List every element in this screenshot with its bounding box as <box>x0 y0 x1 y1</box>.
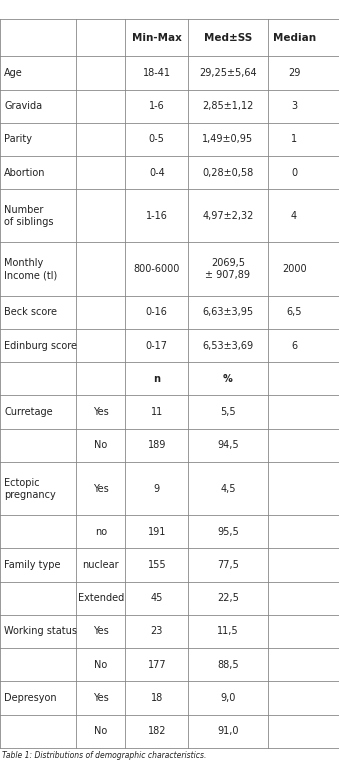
Text: 191: 191 <box>147 527 166 537</box>
Text: Yes: Yes <box>93 483 109 493</box>
Text: 0-16: 0-16 <box>146 308 168 318</box>
Text: Median: Median <box>273 33 316 42</box>
Text: 23: 23 <box>151 627 163 637</box>
Text: no: no <box>95 527 107 537</box>
Text: Depresyon: Depresyon <box>4 693 57 703</box>
Text: Abortion: Abortion <box>4 167 45 177</box>
Text: Yes: Yes <box>93 693 109 703</box>
Text: No: No <box>94 726 107 736</box>
Text: 800-6000: 800-6000 <box>134 264 180 274</box>
Text: 0-4: 0-4 <box>149 167 165 177</box>
Text: Working status: Working status <box>4 627 77 637</box>
Text: Extended: Extended <box>78 593 124 603</box>
Text: 9: 9 <box>154 483 160 493</box>
Text: 189: 189 <box>147 440 166 450</box>
Text: nuclear: nuclear <box>82 560 119 570</box>
Text: 45: 45 <box>151 593 163 603</box>
Text: Age: Age <box>4 68 23 78</box>
Text: 0: 0 <box>291 167 297 177</box>
Text: 0,28±0,58: 0,28±0,58 <box>202 167 254 177</box>
Text: Monthly
Income (tl): Monthly Income (tl) <box>4 258 57 280</box>
Text: Min-Max: Min-Max <box>132 33 182 42</box>
Text: Ectopic
pregnancy: Ectopic pregnancy <box>4 477 56 500</box>
Text: 0-5: 0-5 <box>149 134 165 144</box>
Text: 4,5: 4,5 <box>220 483 236 493</box>
Text: Edinburg score: Edinburg score <box>4 341 77 351</box>
Text: 94,5: 94,5 <box>217 440 239 450</box>
Text: %: % <box>223 374 233 384</box>
Text: 6,63±3,95: 6,63±3,95 <box>202 308 254 318</box>
Text: 1: 1 <box>291 134 297 144</box>
Text: 4: 4 <box>291 211 297 221</box>
Text: 3: 3 <box>291 101 297 111</box>
Text: Med±SS: Med±SS <box>204 33 252 42</box>
Text: 1,49±0,95: 1,49±0,95 <box>202 134 254 144</box>
Text: 11: 11 <box>151 407 163 417</box>
Text: 6: 6 <box>291 341 297 351</box>
Text: 5,5: 5,5 <box>220 407 236 417</box>
Text: 91,0: 91,0 <box>217 726 239 736</box>
Text: 11,5: 11,5 <box>217 627 239 637</box>
Text: n: n <box>153 374 160 384</box>
Text: 2,85±1,12: 2,85±1,12 <box>202 101 254 111</box>
Text: 182: 182 <box>147 726 166 736</box>
Text: 18-41: 18-41 <box>143 68 171 78</box>
Text: 29: 29 <box>288 68 300 78</box>
Text: No: No <box>94 440 107 450</box>
Text: 77,5: 77,5 <box>217 560 239 570</box>
Text: 22,5: 22,5 <box>217 593 239 603</box>
Text: 9,0: 9,0 <box>220 693 236 703</box>
Text: Number
of siblings: Number of siblings <box>4 205 54 227</box>
Text: Curretage: Curretage <box>4 407 53 417</box>
Text: 29,25±5,64: 29,25±5,64 <box>199 68 257 78</box>
Text: No: No <box>94 660 107 670</box>
Text: Parity: Parity <box>4 134 32 144</box>
Text: 1-6: 1-6 <box>149 101 165 111</box>
Text: 95,5: 95,5 <box>217 527 239 537</box>
Text: Yes: Yes <box>93 627 109 637</box>
Text: Family type: Family type <box>4 560 61 570</box>
Text: Table 1: Distributions of demographic characteristics.: Table 1: Distributions of demographic ch… <box>2 751 206 760</box>
Text: 177: 177 <box>147 660 166 670</box>
Text: 6,5: 6,5 <box>286 308 302 318</box>
Text: 1-16: 1-16 <box>146 211 168 221</box>
Text: 4,97±2,32: 4,97±2,32 <box>202 211 254 221</box>
Text: Yes: Yes <box>93 407 109 417</box>
Text: 2069,5
± 907,89: 2069,5 ± 907,89 <box>205 258 251 280</box>
Text: 6,53±3,69: 6,53±3,69 <box>202 341 254 351</box>
Text: 2000: 2000 <box>282 264 306 274</box>
Text: 18: 18 <box>151 693 163 703</box>
Text: Beck score: Beck score <box>4 308 57 318</box>
Text: 155: 155 <box>147 560 166 570</box>
Text: 0-17: 0-17 <box>146 341 168 351</box>
Text: 88,5: 88,5 <box>217 660 239 670</box>
Text: Gravida: Gravida <box>4 101 42 111</box>
